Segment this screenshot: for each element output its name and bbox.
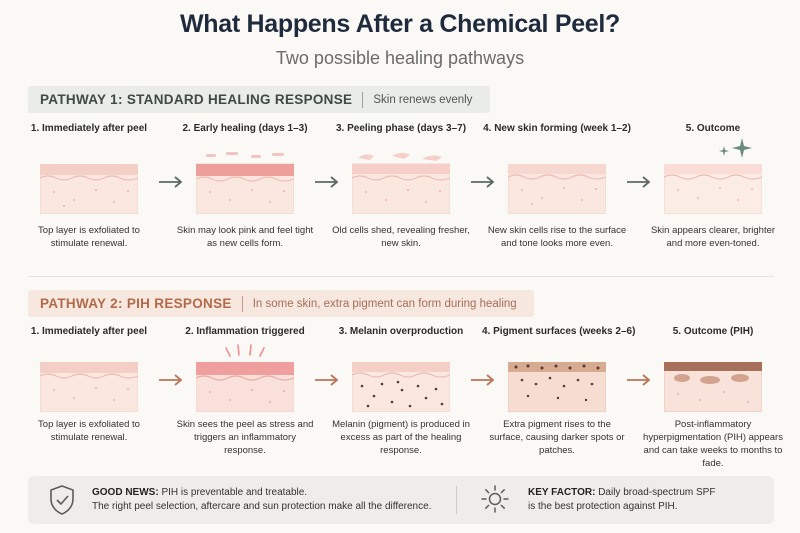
p2-step5-label: 5. Outcome (PIH): [672, 326, 754, 337]
p1-step4-desc: New skin cells rise to the surface and t…: [487, 225, 627, 249]
key-factor-headline: Daily broad-spectrum SPF: [598, 487, 716, 498]
good-news-label: GOOD NEWS:: [92, 487, 159, 498]
p1-step1-desc: Top layer is exfoliated to stimulate ren…: [38, 225, 140, 249]
p1-step4-label: 4. New skin forming (week 1–2): [483, 123, 631, 134]
good-news-text: GOOD NEWS: PIH is preventable and treata…: [92, 486, 442, 514]
p2-skin-step2: [196, 362, 294, 412]
key-factor-label: KEY FACTOR:: [528, 487, 596, 498]
arrow-right-icon: [627, 374, 651, 386]
key-factor-sub: is the best protection against PIH.: [528, 501, 678, 512]
page-title: What Happens After a Chemical Peel?: [179, 10, 621, 38]
p2-skin-step4: [508, 362, 606, 412]
p1-skin-step3: [352, 152, 450, 214]
p1-skin-step1: [40, 164, 138, 214]
p1-step1-label: 1. Immediately after peel: [30, 123, 148, 134]
good-news-headline: PIH is preventable and treatable.: [161, 487, 308, 498]
p2-step4-label: 4. Pigment surfaces (weeks 2–6): [482, 326, 636, 337]
p2-step1-desc: Top layer is exfoliated to stimulate ren…: [38, 419, 140, 443]
p2-step2-label: 2. Inflammation triggered: [185, 326, 305, 337]
p1-step2-label: 2. Early healing (days 1–3): [182, 123, 308, 134]
sun-icon: [481, 485, 509, 513]
good-news-sub: The right peel selection, aftercare and …: [92, 501, 432, 512]
arrow-right-icon: [315, 176, 339, 188]
p2-step5-desc: Post-inflammatory hyperpigmentation (PIH…: [643, 419, 783, 469]
p2-step3-label: 3. Melanin overproduction: [338, 326, 464, 337]
p2-step3-desc: Melanin (pigment) is produced in excess …: [332, 419, 470, 456]
arrow-right-icon: [627, 176, 651, 188]
pathway1-banner: PATHWAY 1: STANDARD HEALING RESPONSE Ski…: [28, 86, 490, 113]
p2-step2-desc: Skin sees the peel as stress and trigger…: [176, 419, 314, 456]
pathway2-note: In some skin, extra pigment can form dur…: [252, 297, 517, 310]
banner-separator: [362, 91, 364, 108]
p2-skin-step5: [664, 362, 762, 412]
pathway1-note: Skin renews evenly: [373, 93, 473, 106]
p2-step4-desc: Extra pigment rises to the surface, caus…: [489, 419, 625, 456]
pathway2-banner: PATHWAY 2: PIH RESPONSE In some skin, ex…: [28, 290, 534, 317]
p2-skin-step3: [352, 362, 450, 412]
sparkle-icon: [719, 138, 752, 158]
pathway2-title: PATHWAY 2: PIH RESPONSE: [40, 296, 232, 311]
p2-step1-label: 1. Immediately after peel: [30, 326, 148, 337]
arrow-right-icon: [471, 374, 495, 386]
banner-separator: [241, 295, 243, 312]
inflammation-rays-icon: [225, 344, 265, 357]
footer-panel: GOOD NEWS: PIH is preventable and treata…: [28, 476, 774, 524]
shield-check-icon: [50, 485, 74, 515]
p1-skin-step5: [664, 164, 762, 214]
page-subtitle: Two possible healing pathways: [275, 48, 525, 68]
p2-skin-step1: [40, 362, 138, 412]
footer-divider: [456, 486, 457, 514]
key-factor-text: KEY FACTOR: Daily broad-spectrum SPF is …: [528, 486, 768, 514]
p1-step3-desc: Old cells shed, revealing fresher, new s…: [332, 225, 470, 249]
arrow-right-icon: [159, 374, 183, 386]
arrow-right-icon: [159, 176, 183, 188]
section-divider: [28, 276, 774, 277]
pathway1-title: PATHWAY 1: STANDARD HEALING RESPONSE: [40, 92, 353, 107]
p1-step5-desc: Skin appears clearer, brighter and more …: [650, 225, 776, 249]
p1-step3-label: 3. Peeling phase (days 3–7): [335, 123, 467, 134]
p1-step2-desc: Skin may look pink and feel tight as new…: [176, 225, 314, 249]
p1-skin-step2: [196, 152, 294, 214]
p1-skin-step4: [508, 164, 606, 214]
arrow-right-icon: [315, 374, 339, 386]
p1-step5-label: 5. Outcome: [685, 123, 741, 134]
arrow-right-icon: [471, 176, 495, 188]
